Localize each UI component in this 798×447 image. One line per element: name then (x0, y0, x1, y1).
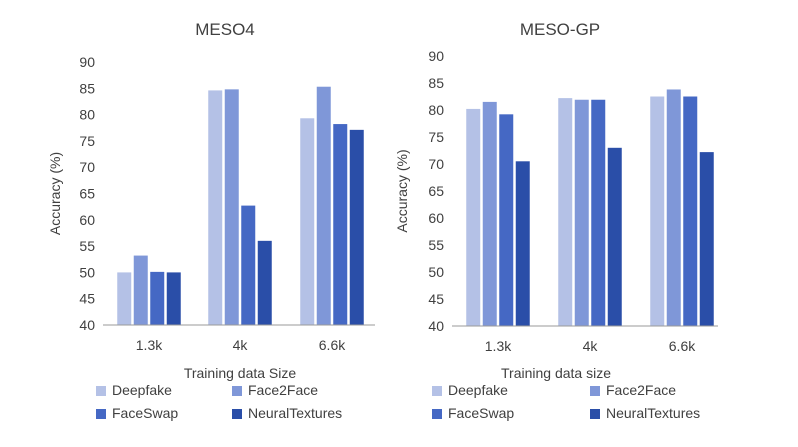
y-tick-label: 70 (79, 159, 95, 175)
bar-neuraltextures-1.3k (515, 161, 530, 326)
x-tick-label: 6.6k (669, 338, 696, 354)
x-tick-label: 4k (583, 338, 599, 354)
bar-faceswap-1.3k (499, 114, 514, 326)
bar-face2face-6.6k (666, 89, 681, 326)
y-tick-label: 65 (79, 186, 95, 202)
legend-label-neuraltextures: NeuralTextures (248, 405, 342, 421)
legend-label-face2face: Face2Face (606, 382, 676, 398)
y-tick-label: 50 (79, 264, 95, 280)
legend-label-faceswap: FaceSwap (112, 405, 178, 421)
y-tick-label: 70 (428, 156, 444, 172)
y-tick-label: 90 (428, 48, 444, 64)
legend-swatch-deepfake (432, 386, 442, 396)
legend-swatch-face2face (590, 386, 600, 396)
y-axis-label: Accuracy (%) (394, 149, 410, 232)
x-tick-label: 6.6k (319, 337, 346, 353)
legend-label-face2face: Face2Face (248, 382, 318, 398)
bar-deepfake-1.3k (117, 272, 132, 325)
bar-face2face-6.6k (316, 86, 331, 325)
bar-face2face-1.3k (133, 255, 148, 325)
legend-label-neuraltextures: NeuralTextures (606, 405, 700, 421)
y-tick-label: 75 (79, 133, 95, 149)
bar-face2face-4k (224, 89, 239, 326)
bar-neuraltextures-4k (257, 240, 272, 325)
y-tick-label: 45 (428, 291, 444, 307)
bar-faceswap-4k (241, 205, 256, 325)
bar-deepfake-6.6k (650, 96, 665, 326)
y-tick-label: 55 (79, 238, 95, 254)
y-tick-label: 55 (428, 237, 444, 253)
bar-neuraltextures-1.3k (166, 272, 181, 325)
y-tick-label: 45 (79, 291, 95, 307)
chart-title-meso-gp: MESO-GP (520, 20, 600, 39)
y-tick-label: 85 (428, 75, 444, 91)
bar-deepfake-4k (558, 98, 573, 327)
x-tick-label: 4k (233, 337, 249, 353)
y-tick-label: 40 (428, 318, 444, 334)
legend-swatch-neuraltextures (232, 409, 242, 419)
y-axis-label: Accuracy (%) (47, 152, 63, 235)
legend-swatch-faceswap (96, 409, 106, 419)
x-tick-label: 1.3k (485, 338, 512, 354)
legend-label-deepfake: Deepfake (112, 382, 172, 398)
y-tick-label: 40 (79, 317, 95, 333)
bar-face2face-1.3k (482, 101, 497, 327)
y-tick-label: 50 (428, 264, 444, 280)
legend-swatch-face2face (232, 386, 242, 396)
y-tick-label: 80 (79, 107, 95, 123)
legend-swatch-neuraltextures (590, 409, 600, 419)
x-axis-label: Training data size (501, 365, 611, 381)
bar-deepfake-1.3k (466, 108, 481, 326)
legend-swatch-deepfake (96, 386, 106, 396)
bar-face2face-4k (574, 99, 589, 327)
bar-faceswap-6.6k (683, 96, 698, 326)
bar-neuraltextures-6.6k (349, 129, 364, 325)
y-tick-label: 65 (428, 183, 444, 199)
bar-faceswap-1.3k (150, 271, 165, 325)
bar-neuraltextures-6.6k (699, 152, 714, 326)
bar-faceswap-4k (591, 99, 606, 327)
y-tick-label: 60 (428, 210, 444, 226)
x-axis-label: Training data Size (184, 365, 297, 381)
y-tick-label: 85 (79, 80, 95, 96)
legend-swatch-faceswap (432, 409, 442, 419)
legend-label-faceswap: FaceSwap (448, 405, 514, 421)
x-tick-label: 1.3k (136, 337, 163, 353)
y-tick-label: 75 (428, 129, 444, 145)
bar-deepfake-4k (208, 90, 223, 326)
bar-deepfake-6.6k (300, 118, 315, 325)
legend-label-deepfake: Deepfake (448, 382, 508, 398)
bar-neuraltextures-4k (607, 147, 622, 326)
chart-title-meso4: MESO4 (195, 20, 255, 39)
y-tick-label: 60 (79, 212, 95, 228)
bar-faceswap-6.6k (333, 124, 348, 326)
y-tick-label: 80 (428, 102, 444, 118)
y-tick-label: 90 (79, 54, 95, 70)
